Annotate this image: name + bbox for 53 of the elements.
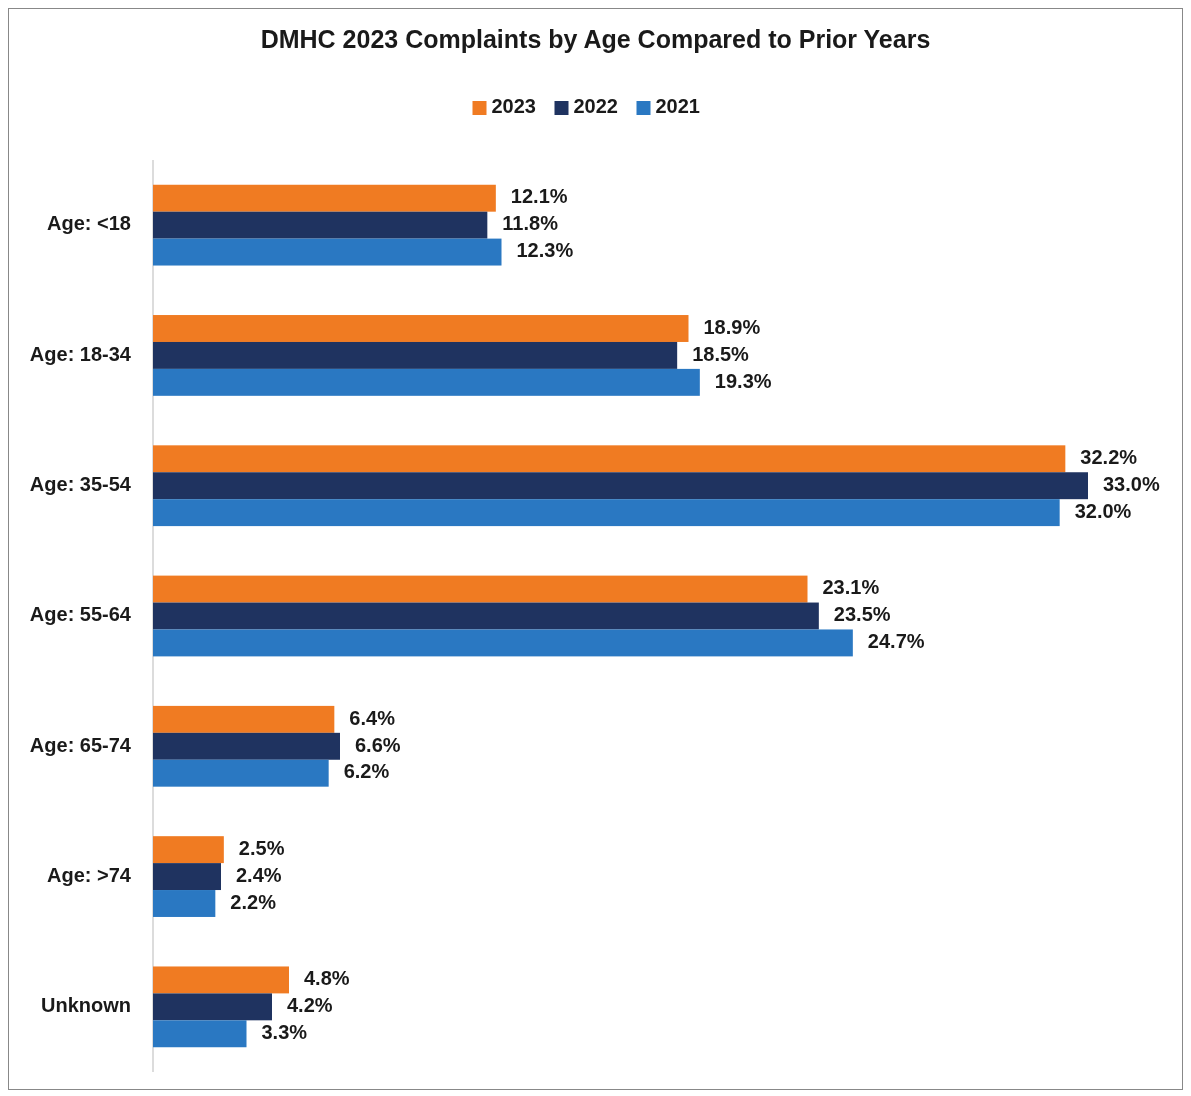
bar bbox=[153, 759, 329, 787]
y-tick-label: Age: 18-34 bbox=[29, 342, 132, 365]
data-label: 4.2% bbox=[287, 994, 333, 1017]
bar bbox=[153, 238, 502, 266]
data-label: 33.0% bbox=[1103, 473, 1160, 495]
bar bbox=[153, 602, 819, 630]
bar bbox=[153, 341, 678, 369]
data-label: 12.3% bbox=[516, 239, 574, 262]
bar bbox=[153, 368, 700, 396]
y-tick-label: Unknown bbox=[41, 994, 131, 1017]
y-tick-label: Age: 55-64 bbox=[29, 603, 132, 626]
data-label: 2.5% bbox=[238, 836, 285, 859]
bar bbox=[153, 1020, 247, 1048]
bar bbox=[153, 966, 289, 994]
data-label: 6.6% bbox=[355, 733, 401, 756]
bar bbox=[153, 629, 853, 657]
bar bbox=[153, 993, 272, 1021]
data-label: 24.7% bbox=[867, 630, 925, 653]
bar bbox=[153, 705, 335, 733]
chart-title: DMHC 2023 Complaints by Age Compared to Prior Years bbox=[260, 25, 931, 53]
data-label: 18.9% bbox=[703, 315, 761, 338]
legend-label: 2021 bbox=[655, 95, 700, 118]
bar bbox=[153, 315, 689, 342]
bar bbox=[153, 499, 1060, 527]
data-label: 2.2% bbox=[230, 890, 277, 913]
bar bbox=[153, 211, 488, 239]
data-label: 4.8% bbox=[304, 967, 350, 990]
data-label: 2.4% bbox=[236, 863, 282, 886]
bar bbox=[153, 472, 1088, 500]
data-label: 6.2% bbox=[343, 760, 390, 783]
data-label: 32.0% bbox=[1074, 499, 1132, 522]
bar bbox=[153, 836, 224, 864]
bar bbox=[153, 732, 340, 760]
data-label: 6.4% bbox=[349, 706, 396, 729]
data-label: 23.1% bbox=[822, 576, 880, 599]
bar bbox=[153, 575, 808, 603]
data-label: 11.8% bbox=[502, 212, 559, 235]
bar bbox=[153, 863, 221, 891]
bar bbox=[153, 445, 1066, 473]
data-label: 18.5% bbox=[692, 342, 750, 365]
data-label: 3.3% bbox=[261, 1021, 308, 1044]
data-label: 19.3% bbox=[714, 369, 772, 392]
bar bbox=[153, 184, 496, 212]
y-tick-label: Age: <18 bbox=[47, 212, 131, 235]
y-tick-label: Age: >74 bbox=[47, 863, 132, 886]
data-label: 23.5% bbox=[833, 603, 891, 626]
data-label: 12.1% bbox=[510, 185, 568, 208]
data-label: 32.2% bbox=[1080, 446, 1138, 469]
legend-label: 2023 bbox=[491, 95, 536, 118]
y-tick-label: Age: 65-74 bbox=[29, 733, 132, 756]
bar bbox=[153, 890, 216, 917]
y-tick-label: Age: 35-54 bbox=[29, 473, 132, 495]
legend-label: 2022 bbox=[573, 95, 618, 118]
